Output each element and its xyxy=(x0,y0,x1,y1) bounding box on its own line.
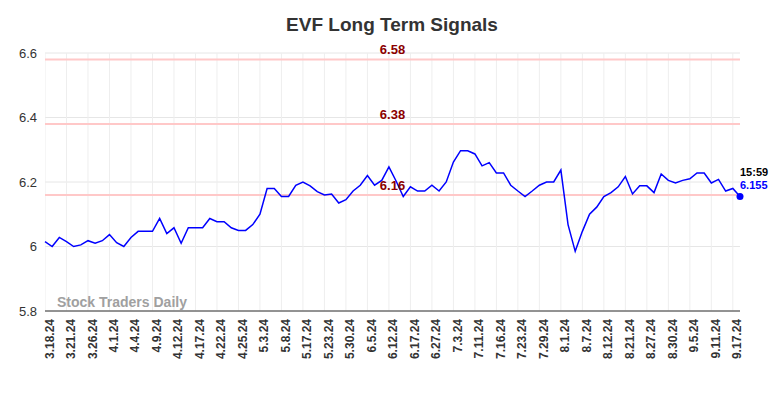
svg-text:15:59: 15:59 xyxy=(740,166,768,178)
svg-text:5.23.24: 5.23.24 xyxy=(322,319,336,359)
svg-text:8.30.24: 8.30.24 xyxy=(666,319,680,359)
svg-text:8.1.24: 8.1.24 xyxy=(558,319,572,353)
svg-text:5.8.24: 5.8.24 xyxy=(279,319,293,353)
svg-text:6.2: 6.2 xyxy=(19,175,37,190)
svg-text:3.18.24: 3.18.24 xyxy=(43,319,57,359)
svg-text:6.4: 6.4 xyxy=(19,110,37,125)
svg-text:8.21.24: 8.21.24 xyxy=(623,319,637,359)
svg-text:4.4.24: 4.4.24 xyxy=(128,319,142,353)
svg-text:4.9.24: 4.9.24 xyxy=(150,319,164,353)
svg-text:6.58: 6.58 xyxy=(380,42,405,57)
svg-text:4.22.24: 4.22.24 xyxy=(214,319,228,359)
svg-text:4.25.24: 4.25.24 xyxy=(236,319,250,359)
svg-text:3.21.24: 3.21.24 xyxy=(64,319,78,359)
svg-text:4.12.24: 4.12.24 xyxy=(171,319,185,359)
svg-text:6.38: 6.38 xyxy=(380,107,405,122)
svg-text:6.16: 6.16 xyxy=(380,178,405,193)
svg-text:7.11.24: 7.11.24 xyxy=(472,319,486,359)
svg-text:5.30.24: 5.30.24 xyxy=(343,319,357,359)
svg-text:7.23.24: 7.23.24 xyxy=(515,319,529,359)
svg-text:3.26.24: 3.26.24 xyxy=(86,319,100,359)
html-text:EVF Long Term Signals: EVF Long Term Signals xyxy=(286,14,498,35)
svg-text:5.8: 5.8 xyxy=(19,304,37,319)
svg-text:6.155: 6.155 xyxy=(740,179,768,191)
svg-text:5.17.24: 5.17.24 xyxy=(300,319,314,359)
svg-text:7.29.24: 7.29.24 xyxy=(537,319,551,359)
svg-text:6.12.24: 6.12.24 xyxy=(386,319,400,359)
svg-text:7.16.24: 7.16.24 xyxy=(494,319,508,359)
svg-text:4.1.24: 4.1.24 xyxy=(107,319,121,353)
svg-text:8.7.24: 8.7.24 xyxy=(580,319,594,353)
svg-text:4.17.24: 4.17.24 xyxy=(193,319,207,359)
svg-text:6.5.24: 6.5.24 xyxy=(365,319,379,353)
svg-text:9.5.24: 9.5.24 xyxy=(687,319,701,353)
svg-text:9.17.24: 9.17.24 xyxy=(730,319,744,359)
html-text:Stock Traders Daily: Stock Traders Daily xyxy=(57,294,187,310)
svg-text:8.12.24: 8.12.24 xyxy=(601,319,615,359)
svg-text:6.27.24: 6.27.24 xyxy=(429,319,443,359)
svg-text:6.6: 6.6 xyxy=(19,46,37,61)
svg-text:7.3.24: 7.3.24 xyxy=(451,319,465,353)
svg-text:6.17.24: 6.17.24 xyxy=(408,319,422,359)
svg-text:5.3.24: 5.3.24 xyxy=(257,319,271,353)
svg-text:8.27.24: 8.27.24 xyxy=(644,319,658,359)
svg-text:6: 6 xyxy=(30,239,37,254)
svg-text:9.11.24: 9.11.24 xyxy=(709,319,723,359)
